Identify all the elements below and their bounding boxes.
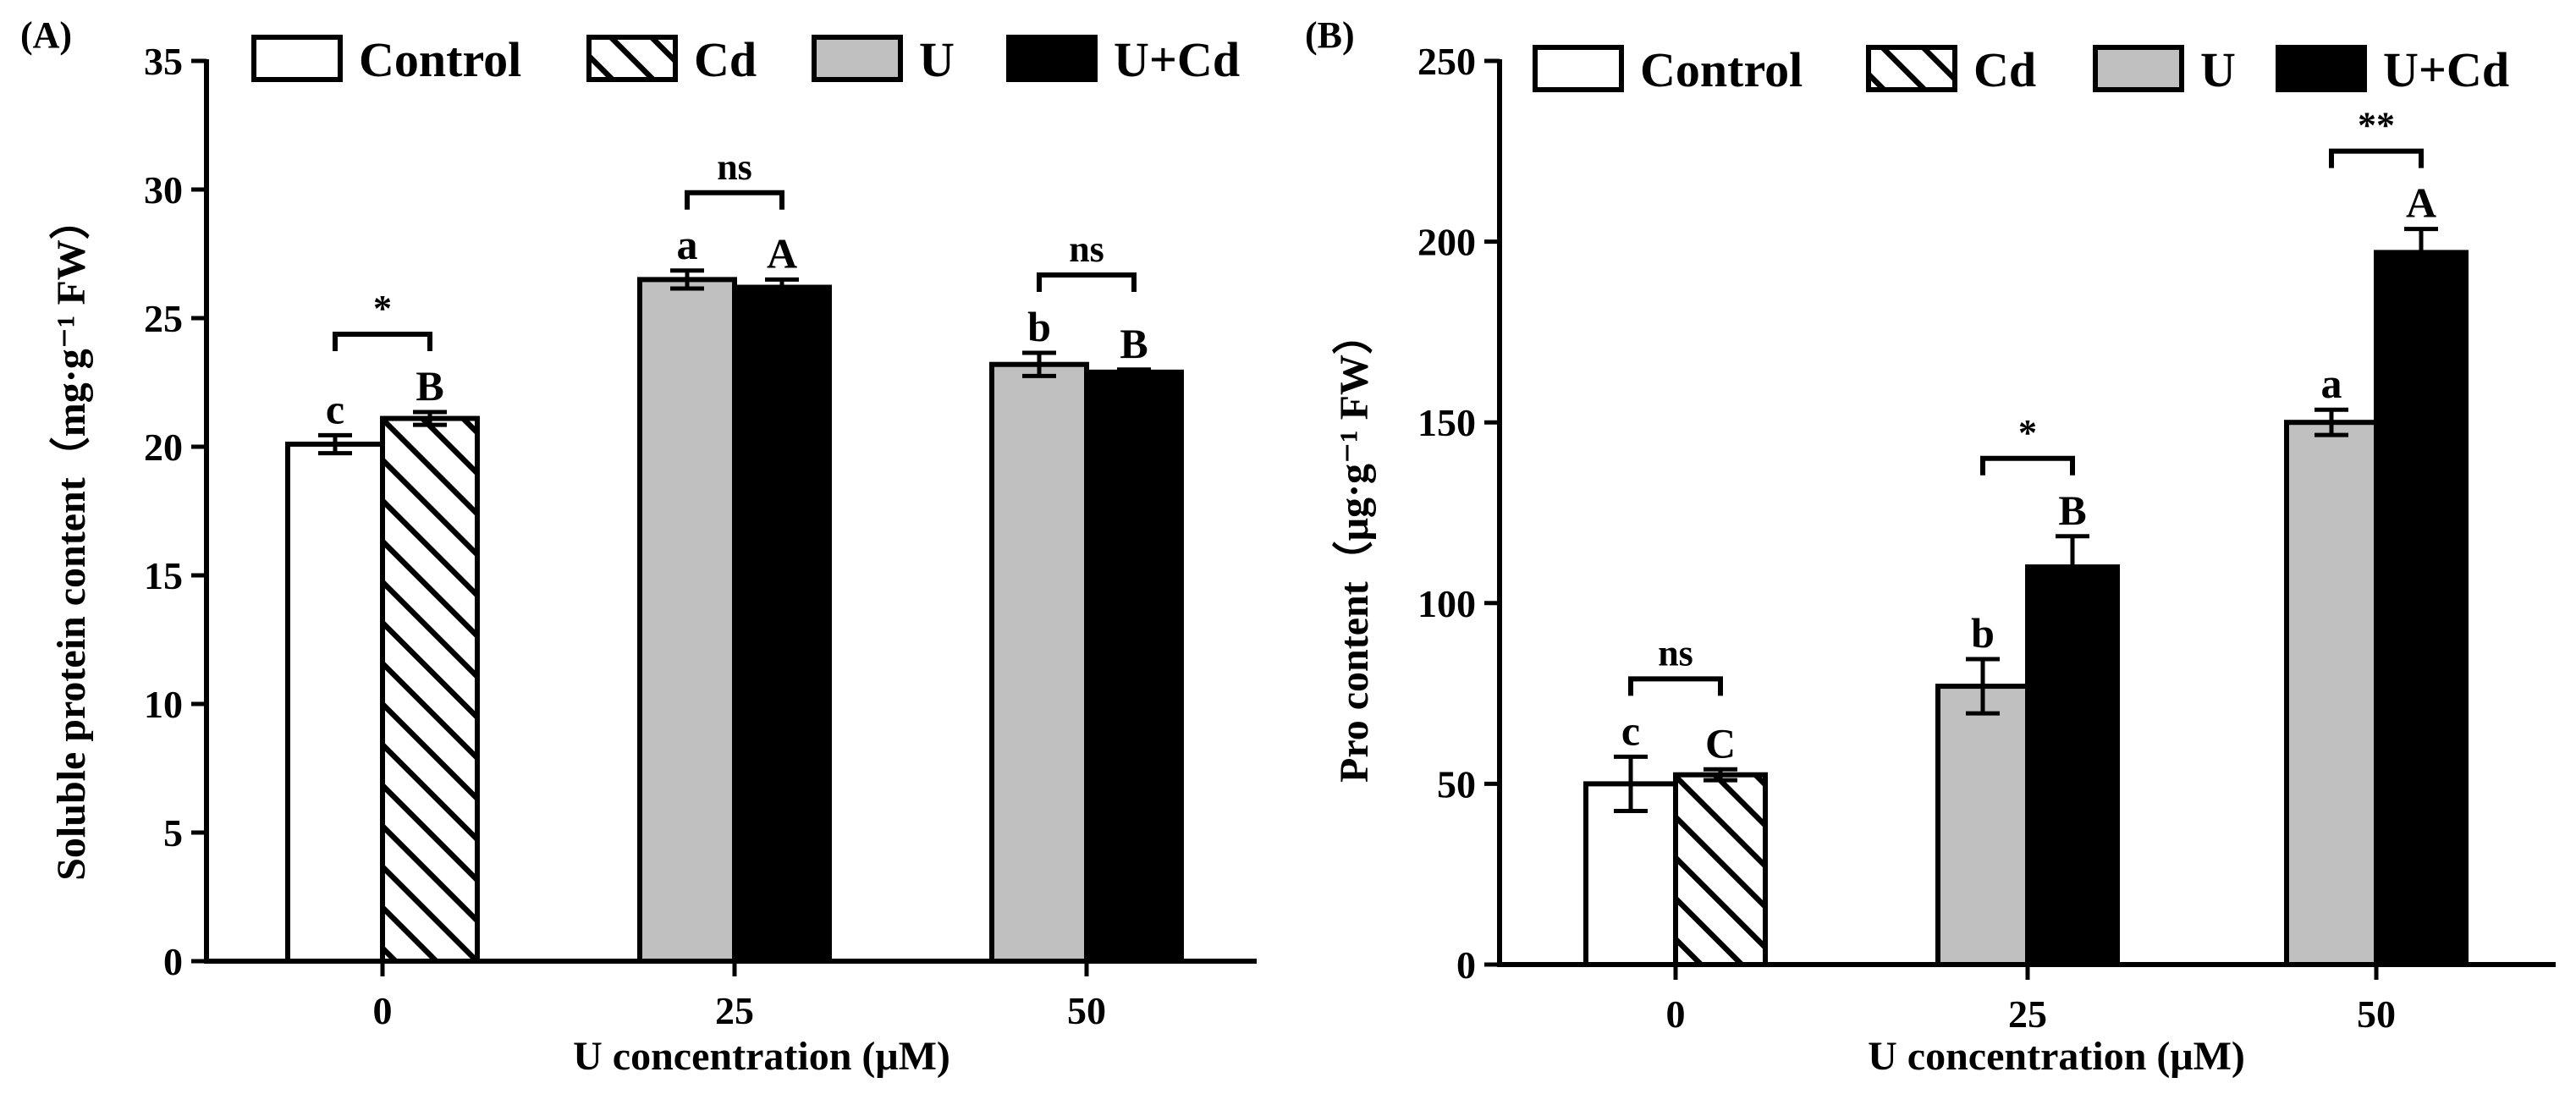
significance-mark: ns — [717, 146, 752, 188]
y-axis-ticks: 0 5 10 15 20 25 30 35 — [144, 40, 206, 983]
legend-swatch-control — [251, 35, 343, 82]
y-tick-label: 35 — [144, 40, 183, 83]
legend-swatch-u-plus-cd — [1006, 35, 1098, 82]
y-tick-label: 10 — [144, 683, 183, 726]
significance-letter: A — [767, 229, 797, 277]
bar-u-plus-cd — [2025, 564, 2120, 968]
y-tick-label: 20 — [144, 426, 183, 469]
legend-label: Control — [1640, 42, 1803, 97]
significance-letter: B — [416, 362, 443, 410]
significance-letter: b — [1971, 609, 1995, 657]
y-tick-label: 0 — [163, 940, 183, 983]
y-axis-title: Soluble protein content（mg·g⁻¹ FW） — [49, 199, 94, 881]
y-axis-title: Pro content（μg·g⁻¹ FW） — [1332, 314, 1377, 783]
y-tick-label: 15 — [144, 554, 183, 597]
legend-label: U+Cd — [1114, 32, 1240, 87]
bar-control — [285, 441, 385, 964]
panel-label: (B) — [1305, 14, 1355, 56]
significance-mark: ns — [1658, 632, 1693, 673]
legend-label: U — [2200, 42, 2236, 97]
x-tick-label: 50 — [2357, 992, 2396, 1036]
legend-label: U — [919, 32, 955, 87]
significance-mark: ** — [2358, 105, 2395, 146]
bar-u — [637, 277, 737, 964]
y-tick-label: 0 — [1456, 943, 1476, 987]
bar-series — [285, 268, 1184, 965]
legend-label: Cd — [694, 32, 757, 87]
significance-bracket — [1037, 272, 1137, 293]
bar-u-plus-cd — [732, 284, 832, 964]
y-axis-ticks: 0 50 100 150 200 250 — [1417, 40, 1500, 987]
legend-swatch-cd — [586, 35, 678, 82]
x-tick-label: 50 — [1067, 989, 1106, 1032]
significance-letter: c — [326, 385, 344, 432]
legend-swatch-control — [1533, 45, 1624, 92]
panel-label: (A) — [20, 14, 72, 56]
legend-swatch-cd — [1866, 45, 1957, 92]
bar-cd — [380, 415, 480, 964]
bar-u-plus-cd — [2374, 250, 2469, 967]
bar-control — [1583, 781, 1678, 968]
y-tick-label: 5 — [163, 811, 183, 855]
legend-label: U+Cd — [2383, 42, 2509, 97]
legend-swatch-u — [812, 35, 903, 82]
legend-label: Control — [359, 32, 521, 87]
x-tick-label: 25 — [2008, 992, 2047, 1036]
y-tick-label: 50 — [1437, 762, 1476, 805]
legend-swatch-u — [2093, 45, 2184, 92]
significance-bracket — [1628, 676, 1723, 696]
y-tick-label: 250 — [1417, 40, 1476, 83]
bar-u — [989, 361, 1089, 965]
annotations: c Cns b B * a A ** — [1621, 105, 2436, 767]
legend: Control Cd U U+Cd — [251, 32, 1240, 87]
y-tick-label: 200 — [1417, 221, 1476, 264]
x-axis-title: U concentration (μM) — [573, 1034, 950, 1079]
significance-letter: a — [2321, 360, 2342, 407]
y-tick-label: 30 — [144, 168, 183, 212]
bar-cd — [1673, 772, 1768, 967]
significance-mark: * — [373, 288, 392, 329]
x-axis-title: U concentration (μM) — [1868, 1034, 2245, 1079]
bar-u — [1935, 684, 2030, 968]
significance-letter: C — [1705, 719, 1736, 767]
significance-letter: A — [2406, 179, 2436, 227]
x-axis-categories: 0 25 50 — [1666, 965, 2396, 1036]
significance-mark: * — [2018, 412, 2037, 454]
significance-letter: b — [1027, 303, 1051, 350]
significance-bracket — [2329, 148, 2424, 168]
legend-swatch-u-plus-cd — [2276, 45, 2367, 92]
significance-bracket — [685, 190, 784, 210]
x-tick-label: 0 — [373, 989, 393, 1032]
axes — [204, 59, 1257, 964]
bar-u — [2284, 420, 2379, 967]
x-tick-label: 25 — [715, 989, 754, 1032]
y-tick-label: 25 — [144, 297, 183, 340]
significance-letter: c — [1621, 706, 1640, 754]
y-tick-label: 100 — [1417, 582, 1476, 625]
significance-bracket — [333, 331, 432, 351]
panel-a: (A) Control Cd U U+Cd 0 5 10 15 20 25 30 35 c B * a An… — [20, 14, 1257, 1079]
bar-u-plus-cd — [1084, 369, 1184, 964]
significance-letter: B — [1120, 320, 1148, 367]
y-tick-label: 150 — [1417, 401, 1476, 444]
significance-mark: ns — [1069, 228, 1104, 270]
bar-series — [1583, 227, 2469, 968]
legend-label: Cd — [1973, 42, 2036, 97]
significance-bracket — [1980, 455, 2075, 476]
significance-letter: B — [2058, 487, 2086, 534]
significance-letter: a — [677, 221, 698, 268]
x-tick-label: 0 — [1666, 992, 1686, 1036]
legend: Control Cd U U+Cd — [1533, 42, 2509, 97]
x-axis-categories: 0 25 50 — [373, 961, 1106, 1032]
